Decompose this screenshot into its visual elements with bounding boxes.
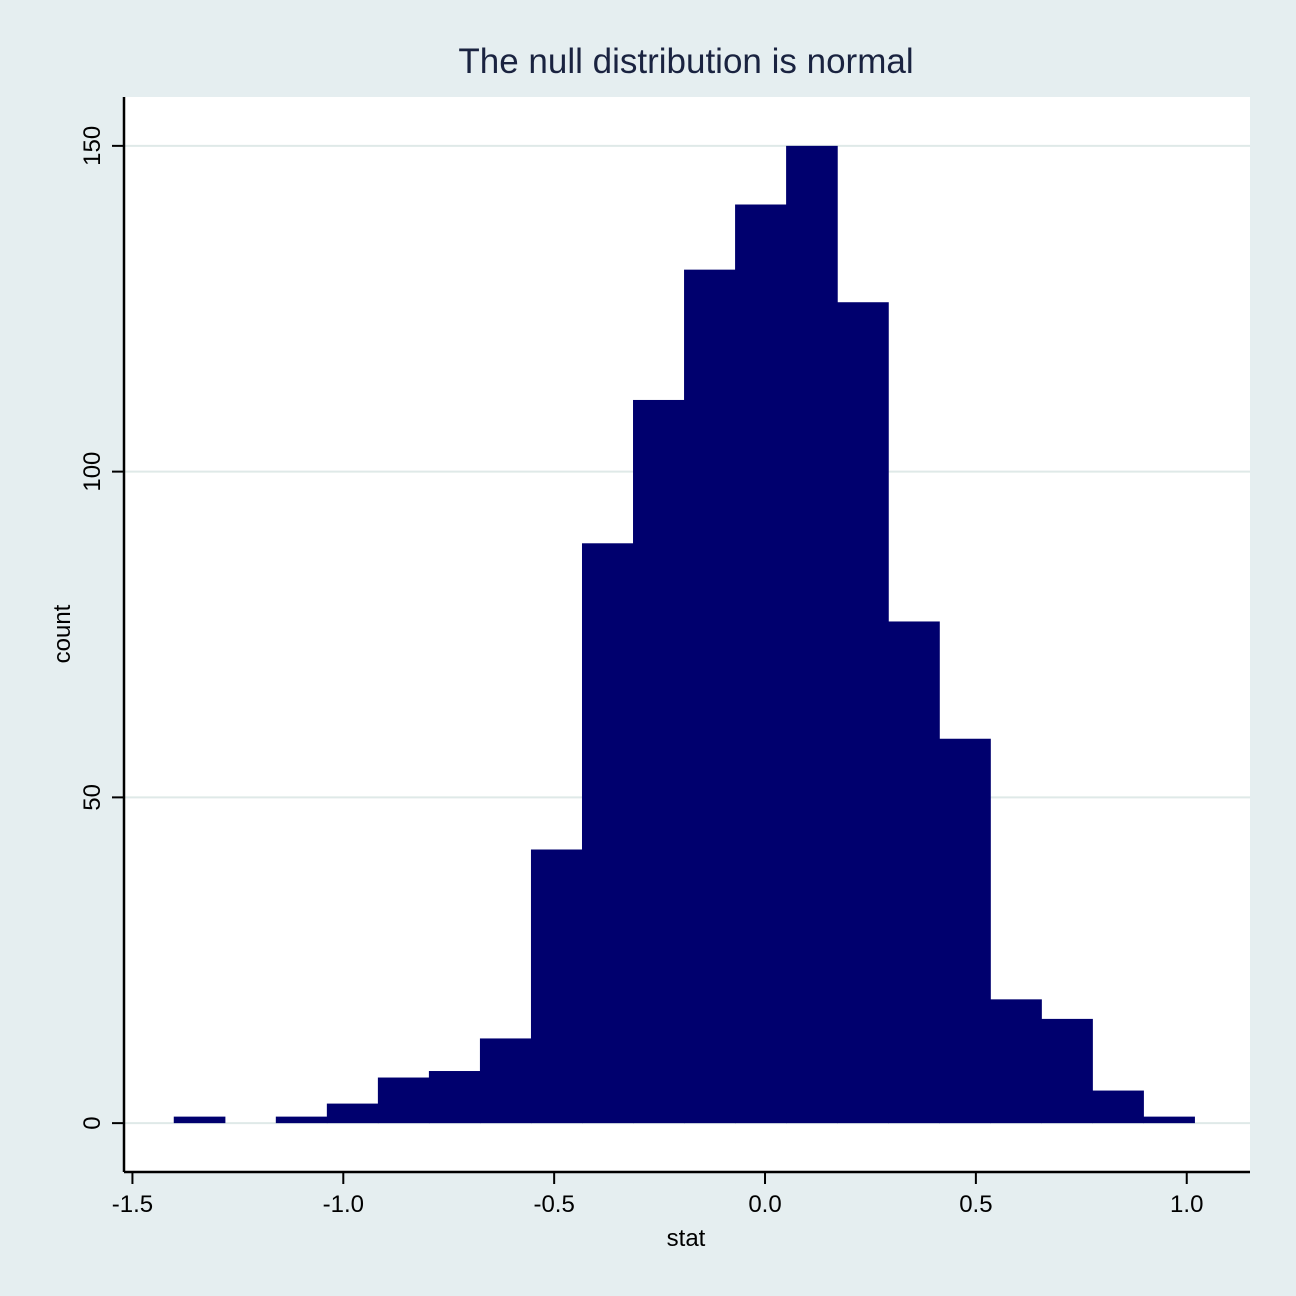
y-axis-ticks: 0 50 100 150 [79,126,124,1130]
x-tick-label-1: -1.0 [323,1191,364,1218]
histogram-bar-14 [888,621,940,1124]
histogram-bar-7 [530,849,583,1124]
x-tick-label-5: 1.0 [1170,1191,1203,1218]
y-tick-label-2: 100 [79,452,106,492]
histogram-bar-3 [326,1103,379,1124]
x-tick-label-4: 0.5 [959,1191,992,1218]
y-tick-label-1: 50 [79,784,106,811]
histogram-bar-10 [684,269,736,1124]
histogram-bar-11 [735,204,787,1124]
histogram-bar-12 [786,145,838,1124]
histogram-bar-5 [428,1071,481,1124]
histogram-bar-19 [1143,1116,1195,1124]
x-axis-title: stat [667,1225,706,1252]
histogram-bar-8 [581,543,634,1124]
histogram-bar-13 [837,302,889,1124]
y-tick-label-0: 0 [79,1116,106,1129]
chart-title: The null distribution is normal [458,42,913,81]
histogram-bar-17 [1041,1018,1093,1124]
histogram-bar-9 [633,399,685,1124]
histogram-bar-16 [990,999,1042,1124]
x-tick-label-2: -0.5 [533,1191,574,1218]
histogram-bars [173,145,1195,1124]
x-tick-label-0: -1.5 [112,1191,153,1218]
y-tick-label-3: 150 [79,126,106,166]
histogram-bar-0 [173,1116,226,1124]
x-tick-label-3: 0.0 [748,1191,781,1218]
histogram-bar-15 [939,738,991,1124]
x-axis-ticks: -1.5 -1.0 -0.5 0.0 0.5 1.0 [112,1172,1203,1218]
histogram-bar-2 [275,1116,328,1124]
histogram-bar-4 [377,1077,430,1124]
histogram-bar-18 [1092,1090,1144,1124]
histogram-bar-6 [479,1038,532,1124]
y-axis-title: count [49,604,76,663]
axes [122,97,1250,1174]
